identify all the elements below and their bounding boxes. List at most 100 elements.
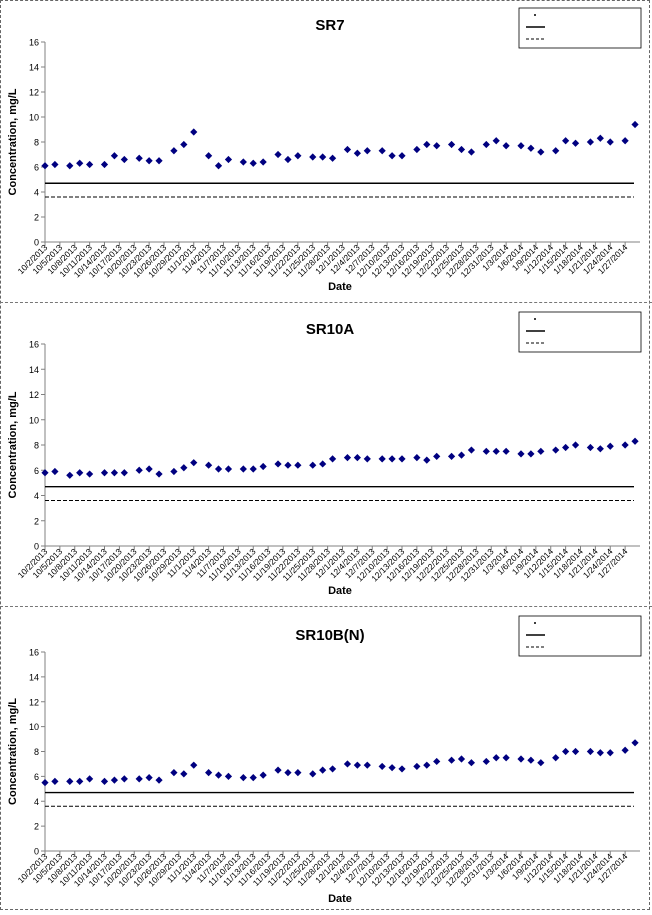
data-point [86, 775, 94, 783]
data-point [517, 755, 525, 763]
y-tick-label: 8 [34, 441, 39, 451]
data-point [249, 465, 257, 473]
data-point [413, 762, 421, 771]
data-point [388, 764, 396, 772]
data-point [239, 465, 247, 473]
data-point [457, 755, 466, 763]
data-point [274, 766, 282, 774]
data-point [527, 450, 535, 458]
data-point [180, 464, 188, 472]
data-point [205, 152, 213, 160]
data-point [571, 747, 580, 756]
data-point [328, 455, 337, 463]
data-point [214, 465, 223, 473]
legend-marker-swatch [534, 14, 536, 16]
data-point [51, 160, 59, 169]
chart-svg: SR10A024681012141610/2/201310/5/201310/8… [7, 311, 642, 597]
data-point [180, 140, 188, 149]
data-point [398, 152, 406, 160]
data-point [482, 447, 490, 455]
data-point [447, 452, 456, 460]
y-tick-label: 6 [34, 163, 39, 173]
data-point [492, 754, 500, 762]
data-point [482, 757, 490, 766]
data-point [492, 137, 500, 145]
y-tick-label: 10 [29, 415, 39, 425]
data-point [596, 445, 604, 453]
y-tick-label: 12 [29, 88, 39, 98]
legend-marker-swatch [534, 622, 536, 624]
data-point [66, 162, 74, 170]
chart-panel-sr7: SR7 0 2 4 6 8 10 12 14 16 10/2/2013 10/5/2013 10/8/2… [0, 0, 652, 300]
data-point [423, 140, 431, 149]
data-point [135, 775, 143, 783]
chart-panel-sr10b-n: SR10B(N) 0 2 4 6 8 10 12 14 16 10/2/2013 10/5/2013 1… [0, 608, 652, 910]
data-point [145, 465, 153, 473]
data-point [621, 441, 629, 449]
data-point [423, 456, 431, 464]
data-point [423, 761, 431, 769]
y-tick-label: 16 [29, 38, 39, 48]
data-point [51, 777, 59, 785]
data-point [86, 470, 94, 478]
panel-divider [0, 606, 652, 607]
data-point [343, 145, 352, 154]
data-point [190, 459, 198, 467]
chart-title: SR10B(N) [295, 627, 364, 644]
data-point [388, 455, 396, 463]
data-point [631, 120, 639, 129]
legend [518, 7, 642, 49]
chart-title: SR10A [306, 321, 355, 338]
data-point [214, 771, 223, 779]
data-point [517, 142, 525, 150]
data-point [76, 469, 84, 477]
data-point [205, 769, 213, 777]
y-tick-label: 0 [34, 542, 39, 552]
data-point [224, 465, 233, 473]
data-point [552, 147, 560, 155]
data-point [413, 454, 421, 462]
data-point [110, 152, 119, 160]
y-tick-label: 2 [34, 822, 39, 832]
data-point [145, 774, 153, 782]
data-point [467, 759, 476, 767]
data-point [467, 148, 476, 156]
y-tick-label: 12 [29, 390, 39, 400]
y-tick-label: 14 [29, 365, 39, 375]
data-point [502, 142, 510, 150]
y-tick-label: 12 [29, 697, 39, 707]
data-point [239, 774, 247, 782]
data-point [363, 455, 371, 463]
data-point [343, 454, 352, 462]
chart-panel-sr10a: SR10A 0 2 4 6 8 10 12 14 16 10/2/2013 10/5/2013 10/8… [0, 304, 652, 604]
data-point [51, 467, 59, 476]
data-point [537, 759, 545, 767]
data-point [398, 765, 406, 773]
data-point [433, 452, 441, 460]
data-point [537, 447, 545, 455]
data-point [398, 455, 406, 463]
data-point [621, 746, 629, 754]
data-point [249, 159, 257, 167]
data-point [190, 128, 198, 136]
data-point [492, 447, 500, 455]
y-tick-label: 2 [34, 516, 39, 526]
data-point [190, 761, 198, 769]
data-point [120, 469, 128, 477]
y-axis-label: Concentration, mg/L [7, 88, 19, 195]
data-point [631, 437, 639, 445]
data-point [110, 469, 119, 477]
data-point [41, 778, 49, 787]
y-tick-label: 10 [29, 722, 39, 732]
data-point [447, 140, 456, 149]
data-point [170, 147, 178, 155]
data-point [76, 777, 84, 785]
data-point [66, 471, 74, 479]
data-point [224, 772, 233, 780]
data-point [596, 134, 604, 142]
data-point [110, 776, 119, 784]
data-point [606, 442, 614, 450]
y-tick-label: 6 [34, 772, 39, 782]
data-point [309, 461, 317, 469]
data-point [155, 776, 163, 784]
